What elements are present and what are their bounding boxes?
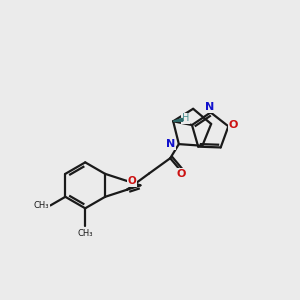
Text: N: N bbox=[205, 102, 214, 112]
Text: CH₃: CH₃ bbox=[33, 201, 49, 210]
Text: O: O bbox=[176, 169, 186, 179]
Text: N: N bbox=[166, 139, 175, 149]
Text: O: O bbox=[128, 176, 136, 186]
Text: O: O bbox=[229, 120, 238, 130]
Text: CH₃: CH₃ bbox=[77, 229, 93, 238]
Text: H: H bbox=[182, 113, 189, 123]
Polygon shape bbox=[173, 118, 183, 121]
